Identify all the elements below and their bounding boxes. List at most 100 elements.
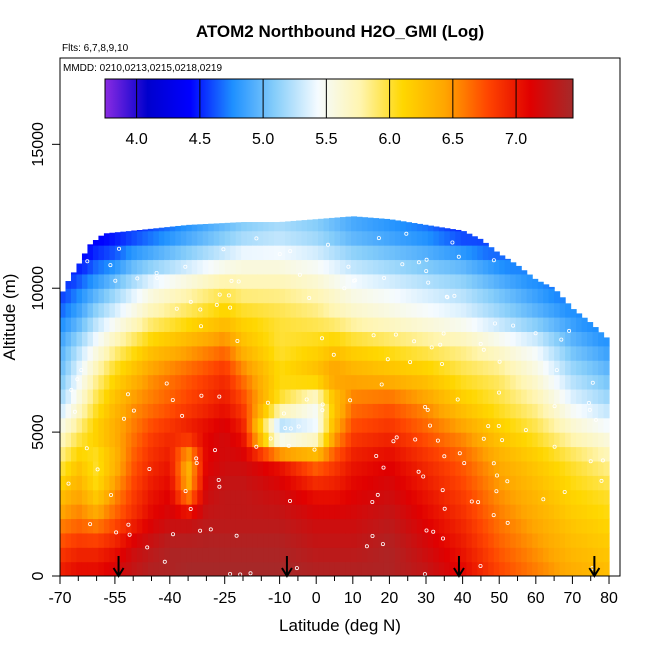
measurement-point xyxy=(265,400,270,405)
measurement-point xyxy=(226,293,231,298)
heatmap-cell xyxy=(559,475,566,491)
heatmap-cell xyxy=(268,222,275,232)
heatmap-cell xyxy=(120,259,127,275)
heatmap-cell xyxy=(114,273,121,289)
measurement-point xyxy=(380,542,385,547)
heatmap-cell xyxy=(81,345,89,361)
heatmap-cell xyxy=(438,317,445,332)
heatmap-cell xyxy=(307,403,314,419)
heatmap-cell xyxy=(422,547,429,563)
heatmap-cell xyxy=(131,475,138,491)
heatmap-cell xyxy=(285,475,292,491)
heatmap-cell xyxy=(219,504,226,520)
heatmap-cell xyxy=(570,460,577,476)
heatmap-cell xyxy=(488,317,495,332)
heatmap-cell xyxy=(230,532,237,548)
heatmap-cell xyxy=(521,403,528,419)
heatmap-cell xyxy=(202,360,209,376)
heatmap-cell xyxy=(241,417,248,433)
heatmap-cell xyxy=(279,417,286,433)
measurement-point xyxy=(281,411,286,416)
heatmap-cell xyxy=(438,446,445,462)
heatmap-cell xyxy=(219,403,226,419)
heatmap-cell xyxy=(180,374,187,390)
heatmap-cell xyxy=(389,219,396,232)
heatmap-cell xyxy=(603,432,610,448)
heatmap-cell xyxy=(526,302,533,318)
heatmap-cell xyxy=(526,561,533,576)
measurement-point xyxy=(469,499,474,504)
heatmap-cell xyxy=(147,532,154,548)
heatmap-cell xyxy=(109,547,116,563)
heatmap-cell xyxy=(482,504,489,520)
heatmap-cell xyxy=(202,504,209,520)
heatmap-cell xyxy=(526,532,533,548)
heatmap-cell xyxy=(103,446,111,462)
heatmap-cell xyxy=(389,230,396,246)
heatmap-cell xyxy=(499,561,506,576)
heatmap-cell xyxy=(202,475,209,491)
heatmap-cell xyxy=(356,331,363,347)
heatmap-cell xyxy=(175,547,182,563)
heatmap-cell xyxy=(114,417,121,433)
heatmap-cell xyxy=(120,547,127,563)
heatmap-cell xyxy=(224,302,231,318)
heatmap-cell xyxy=(460,273,467,289)
heatmap-cell xyxy=(510,446,517,462)
heatmap-cell xyxy=(202,518,209,534)
heatmap-cell xyxy=(76,446,83,462)
heatmap-cell xyxy=(532,374,539,390)
heatmap-cell xyxy=(394,360,401,376)
heatmap-cell xyxy=(422,561,429,576)
heatmap-cell xyxy=(383,259,391,275)
heatmap-cell xyxy=(323,489,330,505)
heatmap-cell xyxy=(411,446,418,462)
heatmap-cell xyxy=(70,460,78,476)
heatmap-cell xyxy=(598,547,605,563)
heatmap-cell xyxy=(444,388,451,404)
heatmap-cell xyxy=(60,532,67,548)
heatmap-cell xyxy=(504,403,511,419)
heatmap-cell xyxy=(197,417,204,433)
heatmap-cell xyxy=(252,547,259,563)
heatmap-cell xyxy=(224,259,231,275)
heatmap-cell xyxy=(120,475,127,491)
heatmap-cell xyxy=(180,547,187,563)
heatmap-cell xyxy=(180,561,187,576)
heatmap-cell xyxy=(60,518,67,534)
heatmap-cell xyxy=(285,489,292,505)
heatmap-cell xyxy=(427,518,434,534)
heatmap-cell xyxy=(378,547,385,563)
heatmap-cell xyxy=(109,232,116,246)
heatmap-cell xyxy=(279,532,286,548)
heatmap-cell xyxy=(389,417,396,433)
heatmap-cell xyxy=(241,561,248,576)
heatmap-cell xyxy=(191,374,198,390)
heatmap-cell xyxy=(191,475,198,491)
heatmap-cell xyxy=(285,374,292,390)
heatmap-cell xyxy=(367,417,374,433)
heatmap-cell xyxy=(263,446,270,462)
measurement-point xyxy=(126,522,131,527)
heatmap-cell xyxy=(389,374,396,390)
measurement-point xyxy=(416,469,421,474)
heatmap-cell xyxy=(361,532,369,548)
heatmap-cell xyxy=(296,432,303,448)
heatmap-cell xyxy=(312,489,319,505)
measurement-point xyxy=(456,254,461,259)
heatmap-cell xyxy=(246,460,253,476)
heatmap-cell xyxy=(477,504,484,520)
heatmap-cell xyxy=(224,460,231,476)
heatmap-cell xyxy=(120,273,127,289)
x-tick-label: 10 xyxy=(344,590,362,607)
heatmap-cell xyxy=(504,331,511,347)
heatmap-cell xyxy=(405,489,412,505)
x-tick-label: -70 xyxy=(48,590,71,607)
heatmap-cell xyxy=(290,518,297,534)
heatmap-cell xyxy=(274,259,281,275)
heatmap-cell xyxy=(274,532,281,548)
heatmap-cell xyxy=(427,532,434,548)
heatmap-cell xyxy=(389,475,396,491)
heatmap-cell xyxy=(186,273,193,289)
measurement-point xyxy=(72,409,77,414)
